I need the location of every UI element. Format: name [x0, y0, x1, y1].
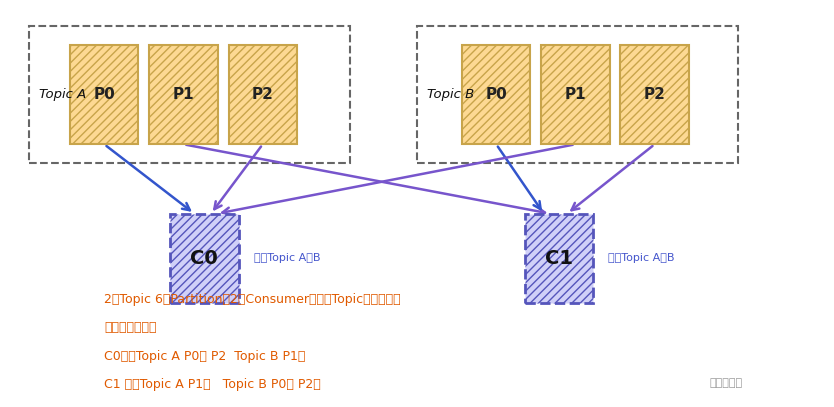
- Text: P1: P1: [565, 87, 586, 102]
- Text: C0: C0: [190, 249, 219, 268]
- Bar: [29, 26, 350, 163]
- Text: P0: P0: [485, 87, 507, 102]
- Bar: [149, 45, 218, 144]
- Text: 订阅Topic A、B: 订阅Topic A、B: [254, 254, 320, 263]
- Text: Topic B: Topic B: [427, 88, 475, 101]
- Text: P0: P0: [93, 87, 115, 102]
- Text: P2: P2: [644, 87, 666, 102]
- Text: P1: P1: [173, 87, 194, 102]
- Bar: [70, 45, 138, 144]
- Bar: [417, 26, 738, 163]
- Text: 分配结果如下：: 分配结果如下：: [104, 321, 157, 334]
- Bar: [170, 214, 239, 303]
- Text: C1 ：【Topic A P1，   Topic B P0， P2】: C1 ：【Topic A P1， Topic B P0， P2】: [104, 378, 321, 391]
- Bar: [620, 45, 689, 144]
- Text: P2: P2: [252, 87, 274, 102]
- Bar: [541, 45, 610, 144]
- Text: C1: C1: [545, 249, 573, 268]
- Text: C0：【Topic A P0， P2  Topic B P1】: C0：【Topic A P0， P2 Topic B P1】: [104, 350, 305, 363]
- Bar: [462, 45, 530, 144]
- Text: 订阅Topic A、B: 订阅Topic A、B: [608, 254, 675, 263]
- Text: 2亪Topic 6亪Partition，2亪Consumer且订阅Topic相同的场景: 2亪Topic 6亪Partition，2亪Consumer且订阅Topic相同…: [104, 293, 401, 306]
- Bar: [525, 214, 593, 303]
- Text: 华仔聊技术: 华仔聊技术: [709, 378, 742, 387]
- Text: Topic A: Topic A: [39, 88, 87, 101]
- Bar: [229, 45, 297, 144]
